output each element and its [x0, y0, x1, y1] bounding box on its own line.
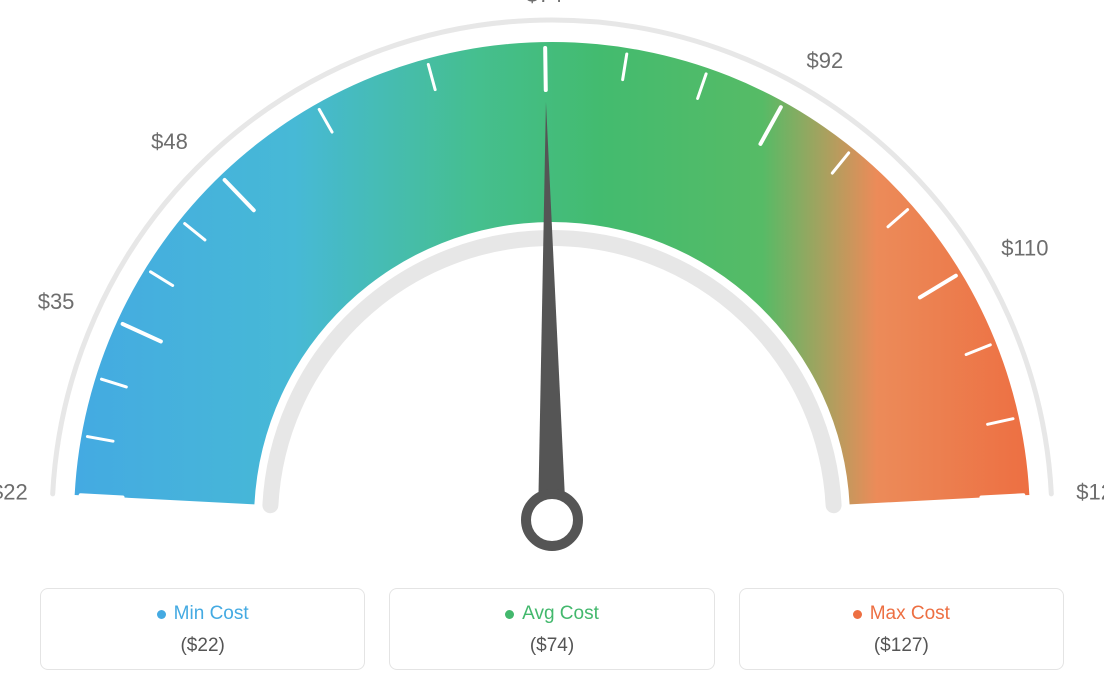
legend-card-min: Min Cost ($22) — [40, 588, 365, 670]
legend-title-max: Max Cost — [853, 603, 950, 625]
legend-row: Min Cost ($22) Avg Cost ($74) Max Cost (… — [40, 588, 1064, 670]
cost-gauge-chart: $22 $35 $48 $74 $92 $110 $127 Min Cost ($22) A… — [0, 0, 1104, 690]
legend-title-min: Min Cost — [157, 603, 249, 625]
gauge-tick-label: $48 — [151, 129, 188, 154]
gauge-tick-label: $35 — [38, 289, 75, 314]
gauge-svg: $22 $35 $48 $74 $92 $110 $127 — [0, 0, 1104, 560]
legend-value-avg: ($74) — [400, 635, 703, 657]
legend-dot-avg — [505, 610, 514, 619]
gauge-needle-hub — [526, 494, 578, 546]
legend-label-max: Max Cost — [870, 603, 950, 625]
gauge-tick-label: $22 — [0, 480, 28, 505]
legend-card-max: Max Cost ($127) — [739, 588, 1064, 670]
legend-title-avg: Avg Cost — [505, 603, 599, 625]
gauge-tick-label: $127 — [1076, 480, 1104, 505]
legend-label-min: Min Cost — [174, 603, 249, 625]
legend-value-min: ($22) — [51, 635, 354, 657]
legend-value-max: ($127) — [750, 635, 1053, 657]
legend-dot-max — [853, 610, 862, 619]
gauge-tick-label: $110 — [1001, 235, 1048, 260]
legend-dot-min — [157, 610, 166, 619]
legend-card-avg: Avg Cost ($74) — [389, 588, 714, 670]
gauge-area: $22 $35 $48 $74 $92 $110 $127 — [0, 0, 1104, 560]
legend-label-avg: Avg Cost — [522, 603, 599, 625]
gauge-tick-label: $92 — [807, 48, 844, 73]
gauge-tick-label: $74 — [526, 0, 563, 7]
